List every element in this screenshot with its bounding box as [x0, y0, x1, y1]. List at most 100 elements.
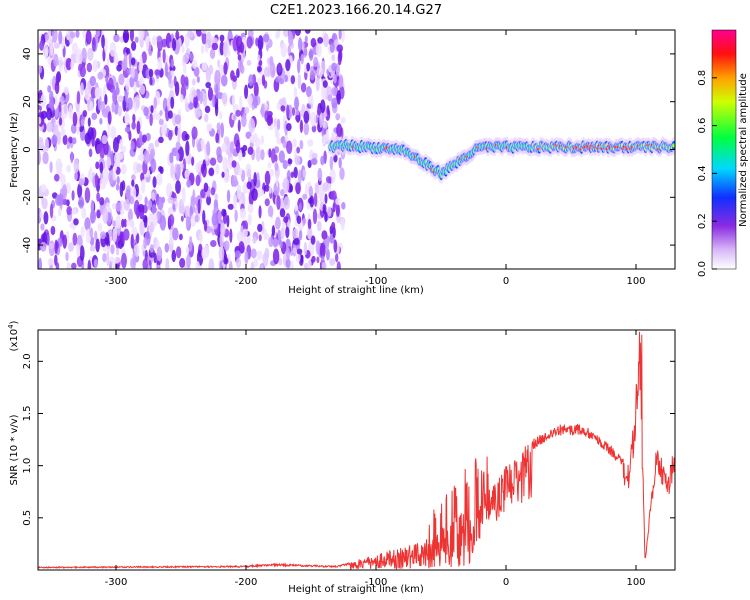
heatmap-noise-cell [324, 211, 328, 223]
heatmap-noise-cell [202, 93, 208, 107]
heatmap-noise-cell [130, 233, 135, 249]
heatmap-noise-cell [121, 59, 128, 71]
heatmap-noise-cell [313, 192, 318, 207]
heatmap-noise-cell [47, 85, 52, 93]
heatmap-noise-cell [108, 260, 113, 269]
heatmap-noise-cell [242, 220, 249, 232]
heatmap-noise-cell [197, 198, 201, 214]
heatmap-noise-cell [309, 70, 315, 81]
heatmap-noise-cell [159, 109, 163, 117]
heatmap-noise-cell [42, 151, 49, 165]
heatmap-noise-cell [120, 163, 127, 175]
heatmap-noise-cell [294, 204, 299, 212]
heatmap-noise-cell [267, 63, 271, 78]
heatmap-noise-cell [241, 150, 246, 158]
heatmap-noise-cell [340, 116, 346, 125]
heatmap-noise-cell [276, 138, 283, 145]
heatmap-noise-cell [138, 30, 145, 41]
heatmap-noise-cell [180, 74, 186, 87]
heatmap-noise-cell [264, 170, 271, 186]
heatmap-noise-cell [180, 215, 184, 222]
heatmap-noise-cell [128, 130, 132, 141]
heatmap-noise-cell [133, 199, 140, 216]
colorbar: 0.0 0.2 0.4 0.6 0.8 Normalized spectral ampl… [697, 29, 749, 277]
heatmap-noise-cell [69, 31, 76, 39]
heatmap-noise-cell [179, 94, 184, 103]
heatmap-noise-cell [304, 30, 311, 34]
heatmap-noise-cell [185, 246, 190, 255]
heatmap-noise-cell [336, 90, 341, 105]
heatmap-noise-cell [214, 193, 219, 200]
heatmap-noise-cell [110, 244, 115, 255]
heatmap-noise-cell [84, 88, 91, 101]
heatmap-noise-cell [192, 78, 196, 86]
y-tick-label: 0 [22, 146, 33, 152]
heatmap-noise-cell [295, 252, 301, 263]
heatmap-noise-cell [292, 138, 297, 148]
heatmap-noise-cell [217, 210, 222, 222]
heatmap-noise-cell [232, 75, 237, 82]
heatmap-noise-cell [130, 41, 137, 52]
heatmap-noise-cell [134, 36, 139, 43]
heatmap-noise-cell [106, 156, 111, 169]
heatmap-noise-cell [221, 142, 228, 153]
heatmap-noise-cell [139, 55, 143, 70]
heatmap-noise-cell [89, 101, 94, 112]
heatmap-noise-cell [38, 257, 43, 269]
heatmap-noise-cell [292, 107, 296, 116]
heatmap-noise-cell [51, 30, 58, 43]
heatmap-noise-cell [278, 78, 285, 85]
heatmap-noise-cell [276, 195, 281, 211]
heatmap-noise-cell [53, 173, 60, 182]
heatmap-noise-cell [137, 154, 142, 161]
heatmap-noise-cell [279, 240, 283, 249]
heatmap-noise-cell [95, 161, 100, 170]
heatmap-noise-cell [139, 130, 143, 146]
heatmap-noise-cell [188, 102, 195, 110]
snr-series-line [38, 331, 675, 570]
x-tick-label: 100 [626, 276, 645, 287]
heatmap-noise-cell [49, 161, 53, 174]
heatmap-noise-cell [158, 118, 164, 126]
heatmap-noise-cell [298, 169, 302, 186]
heatmap-noise-cell [284, 74, 288, 83]
heatmap-noise-cell [39, 40, 44, 51]
heatmap-noise-cell [235, 257, 242, 269]
heatmap-noise-cell [91, 135, 95, 147]
heatmap-noise-cell [215, 132, 219, 144]
heatmap-noise-cell [99, 161, 104, 174]
heatmap-noise-cell [302, 168, 307, 178]
heatmap-noise-cell [130, 57, 136, 66]
heatmap-noise-cell [40, 110, 48, 119]
heatmap-noise-cell [68, 105, 73, 120]
heatmap-noise-cell [65, 57, 72, 71]
heatmap-noise-cell [110, 150, 114, 166]
heatmap-noise-cell [271, 225, 276, 237]
heatmap-noise-cell [188, 235, 193, 252]
heatmap-noise-cell [316, 108, 322, 117]
heatmap-noise-cell [200, 44, 205, 55]
heatmap-noise-cell [258, 205, 262, 219]
heatmap-noise-cell [96, 192, 100, 202]
heatmap-noise-cell [316, 220, 322, 232]
heatmap-noise-cell [167, 196, 174, 204]
heatmap-noise-cell [139, 206, 145, 220]
heatmap-noise-cell [102, 169, 109, 185]
heatmap-noise-cell [183, 64, 187, 74]
heatmap-noise-cell [76, 121, 80, 135]
heatmap-noise-cell [185, 140, 190, 157]
heatmap-noise-cell [106, 245, 111, 253]
y-tick-label: 2.0 [22, 353, 33, 369]
heatmap-noise-cell [263, 228, 268, 241]
heatmap-noise-cell [131, 121, 136, 130]
heatmap-noise-cell [168, 214, 175, 226]
heatmap-noise-cell [248, 74, 254, 87]
heatmap-noise-cell [145, 35, 150, 52]
heatmap-noise-cell [237, 119, 241, 132]
heatmap-noise-cell [264, 198, 270, 207]
heatmap-noise-cell [329, 258, 336, 266]
heatmap-noise-cell [212, 93, 216, 108]
heatmap-noise-cell [217, 59, 221, 68]
heatmap-noise-cell [175, 30, 180, 41]
heatmap-noise-cell [151, 35, 157, 46]
